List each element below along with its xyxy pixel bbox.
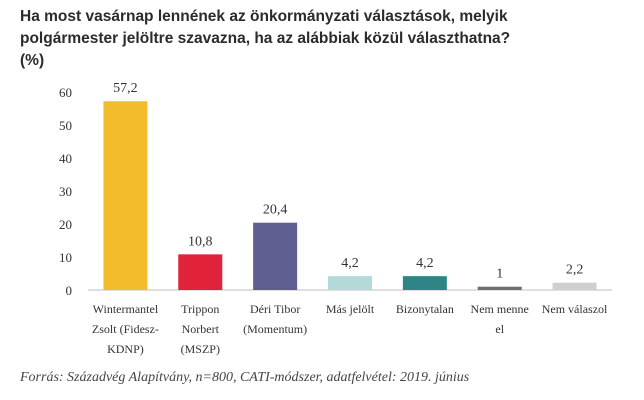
y-tick-label: 50	[59, 118, 72, 133]
bar	[478, 287, 522, 290]
category-label: Nem menne	[471, 302, 529, 316]
category-label: (MSZP)	[181, 342, 220, 356]
category-label: Bizonytalan	[396, 302, 454, 316]
bar	[103, 101, 147, 290]
data-label: 2,2	[566, 263, 584, 278]
y-tick-label: 30	[59, 184, 72, 199]
bar	[253, 223, 297, 290]
data-label: 4,2	[341, 256, 359, 271]
category-label: Trippon	[181, 302, 219, 316]
category-label: Más jelölt	[326, 302, 375, 316]
y-tick-label: 10	[59, 250, 72, 265]
source-note: Forrás: Századvég Alapítvány, n=800, CAT…	[20, 370, 469, 386]
data-label: 10,8	[188, 234, 213, 249]
y-tick-label: 0	[66, 283, 73, 298]
category-label: Wintermantel	[93, 302, 159, 316]
category-label: Norbert	[182, 322, 220, 336]
data-label: 57,2	[113, 81, 138, 96]
data-label: 20,4	[263, 203, 288, 218]
bar	[403, 276, 447, 290]
category-label: el	[495, 322, 504, 336]
category-label: Déri Tibor	[250, 302, 300, 316]
bar	[328, 276, 372, 290]
data-label: 1	[496, 267, 503, 282]
bar	[553, 283, 597, 290]
y-tick-label: 40	[59, 151, 72, 166]
bar-chart: 0 10 20 30 40 50 60 57,2 Wintermantel Zsolt (Fide…	[0, 0, 644, 370]
category-label: Nem válaszol	[542, 302, 608, 316]
data-label: 4,2	[416, 256, 434, 271]
category-label: KDNP)	[107, 342, 144, 356]
bar	[178, 254, 222, 290]
category-label: Zsolt (Fidesz-	[92, 322, 159, 336]
category-label: (Momentum)	[243, 322, 307, 336]
y-tick-label: 60	[59, 85, 72, 100]
y-tick-label: 20	[59, 217, 72, 232]
